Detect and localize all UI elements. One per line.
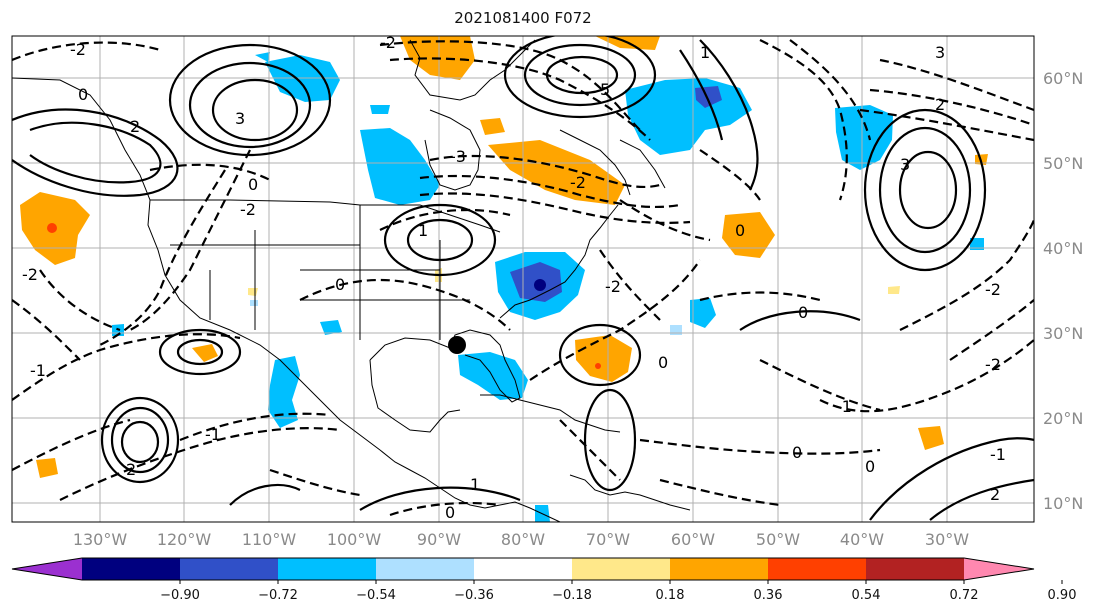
longitude-label: 130°W — [73, 530, 128, 549]
longitude-label: 120°W — [157, 530, 212, 549]
contour-label: 1 — [418, 221, 428, 240]
contour-label: 0 — [798, 303, 808, 322]
longitude-label: 90°W — [417, 530, 461, 549]
colorbar-tick-label: 0.36 — [754, 588, 783, 603]
contour-label: -1 — [990, 445, 1006, 464]
map-title: 2021081400 F072 — [454, 9, 592, 27]
contour-label: 2 — [130, 117, 140, 136]
contour-label: 2 — [935, 95, 945, 114]
colorbar-segment — [670, 558, 769, 580]
contour-label: 0 — [335, 275, 345, 294]
colorbar-segment — [866, 558, 965, 580]
contour-label: 1 — [470, 475, 480, 494]
contour-label: -1 — [836, 397, 852, 416]
colorbar-tick-label: −0.54 — [356, 588, 396, 603]
colorbar-tick-label: −0.72 — [258, 588, 298, 603]
colorbar-segment — [180, 558, 279, 580]
contour-label: 1 — [700, 43, 710, 62]
colorbar-tick-label: 0.18 — [656, 588, 685, 603]
colorbar-tick-label: −0.36 — [454, 588, 494, 603]
longitude-label: 30°W — [925, 530, 969, 549]
contour-label: 0 — [248, 175, 258, 194]
contour-label: -3 — [450, 147, 466, 166]
contour-label: 2 — [990, 485, 1000, 504]
colorbar-segment — [572, 558, 671, 580]
latitude-label: 20°N — [1043, 409, 1083, 428]
contour-label: -2 — [380, 33, 396, 52]
longitude-label: 40°W — [840, 530, 884, 549]
contour-label: 0 — [78, 85, 88, 104]
colorbar-tick-label: 0.90 — [1048, 588, 1077, 603]
contour-label: -2 — [985, 355, 1001, 374]
colorbar-segment — [82, 558, 181, 580]
latitude-label: 40°N — [1043, 239, 1083, 258]
contour-label: 0 — [735, 221, 745, 240]
contour-label: 0 — [865, 457, 875, 476]
latitude-axis: 60°N 50°N 40°N 30°N 20°N 10°N — [1043, 69, 1083, 513]
longitude-axis: 130°W 120°W 110°W 100°W 90°W 80°W 70°W 6… — [73, 530, 969, 549]
colorbar-segment — [768, 558, 867, 580]
map-content: -2 2 3 0 -2 5 -3 -2 2 3 3 0 1 0 0 0 -1 0… — [12, 33, 1034, 522]
longitude-label: 50°W — [756, 530, 800, 549]
contour-label: -1 — [205, 425, 221, 444]
location-marker — [448, 336, 466, 354]
contour-label: 3 — [235, 109, 245, 128]
longitude-label: 80°W — [501, 530, 545, 549]
negative-contours — [12, 39, 1034, 517]
graticule — [12, 36, 1034, 522]
contour-label: 3 — [935, 43, 945, 62]
map-frame — [11, 35, 1035, 523]
colorbar-outline — [11, 557, 1035, 581]
contour-label: -2 — [240, 200, 256, 219]
colorbar-tick-label: 0.54 — [852, 588, 881, 603]
contour-label: 0 — [792, 443, 802, 462]
colorbar-tick-label: −0.90 — [160, 588, 200, 603]
contour-label: -2 — [22, 265, 38, 284]
contour-label: -2 — [570, 173, 586, 192]
longitude-label: 100°W — [327, 530, 382, 549]
colorbar-segment — [474, 558, 573, 580]
longitude-label: 60°W — [671, 530, 715, 549]
contour-label: 2 — [126, 460, 136, 479]
colorbar-segment — [278, 558, 377, 580]
latitude-label: 60°N — [1043, 69, 1083, 88]
coastlines — [12, 39, 691, 522]
contour-label: 5 — [600, 80, 610, 99]
contour-label: 3 — [900, 155, 910, 174]
anomaly-shading — [20, 36, 988, 522]
colorbar-segment — [376, 558, 475, 580]
colorbar-extend-low — [12, 558, 82, 580]
latitude-label: 50°N — [1043, 154, 1083, 173]
colorbar-tick-label: −0.18 — [552, 588, 592, 603]
colorbar: −0.90 −0.72 −0.54 −0.36 −0.18 0.18 0.36 0.54 0.7… — [11, 557, 1077, 603]
longitude-label: 110°W — [242, 530, 297, 549]
colorbar-tick-label: 0.72 — [950, 588, 979, 603]
longitude-label: 70°W — [586, 530, 630, 549]
contour-label: -1 — [30, 361, 46, 380]
latitude-label: 10°N — [1043, 494, 1083, 513]
contour-label: 0 — [658, 353, 668, 372]
contour-label: -2 — [70, 40, 86, 59]
contour-label: -2 — [985, 280, 1001, 299]
contour-label: -2 — [605, 277, 621, 296]
contour-labels: -2 2 3 0 -2 5 -3 -2 2 3 3 0 1 0 0 0 -1 0… — [22, 33, 1006, 522]
contour-label: 0 — [445, 503, 455, 522]
latitude-label: 30°N — [1043, 324, 1083, 343]
colorbar-extend-high — [964, 558, 1034, 580]
positive-contours — [12, 36, 1034, 521]
